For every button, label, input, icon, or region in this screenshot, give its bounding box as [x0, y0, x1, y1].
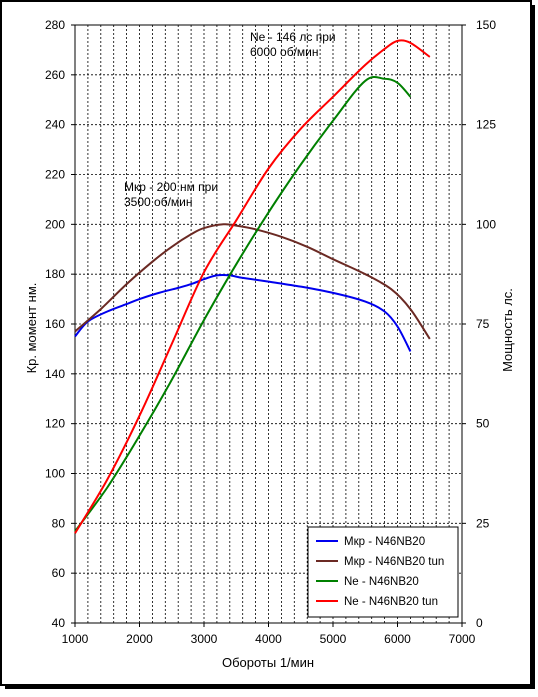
x-tick-label: 1000 — [62, 632, 89, 646]
y2-tick-label: 125 — [476, 118, 496, 132]
x-tick-label: 7000 — [449, 632, 476, 646]
legend-entry-torque-tun: Мкр - N46NB20 tun — [316, 556, 444, 568]
legend: Мкр - N46NB20 Мкр - N46NB20 tun Ne - N46NB… — [307, 526, 459, 618]
y2-tick-label: 100 — [476, 217, 496, 231]
y-tick-label: 80 — [52, 516, 66, 530]
series-line-torque — [74, 274, 412, 352]
x-tick-label: 5000 — [320, 632, 347, 646]
annotation-torque-line-1: Мкр - 200 нм при — [124, 180, 218, 194]
y-tick-label: 160 — [45, 317, 65, 331]
y-tick-label: 260 — [45, 68, 65, 82]
x-tick-label: 6000 — [384, 632, 411, 646]
annotation-power: Ne - 146 лс при 6000 об/мин — [250, 30, 336, 59]
legend-label: Ne - N46NB20 tun — [344, 596, 438, 608]
y-tick-label: 240 — [45, 118, 65, 132]
series-group — [74, 39, 431, 534]
legend-label: Ne - N46NB20 — [344, 576, 419, 588]
y-tick-label: 220 — [45, 168, 65, 182]
y-tick-label: 280 — [45, 18, 65, 32]
y2-tick-label: 75 — [476, 317, 490, 331]
x-tick-label: 2000 — [126, 632, 153, 646]
y2-tick-label: 150 — [476, 18, 496, 32]
y2-tick-label: 25 — [476, 516, 490, 530]
y2-tick-label: 0 — [476, 616, 483, 630]
y-tick-label: 40 — [52, 616, 66, 630]
legend-entry-power-tun: Ne - N46NB20 tun — [316, 596, 438, 608]
y-tick-label: 180 — [45, 267, 65, 281]
legend-label: Мкр - N46NB20 tun — [344, 556, 444, 568]
x-tick-label: 4000 — [255, 632, 282, 646]
annotation-power-line-1: Ne - 146 лс при — [250, 30, 336, 44]
y2-axis-title: Мощность лс. — [500, 288, 515, 372]
y-tick-label: 120 — [45, 417, 65, 431]
legend-entry-torque: Мкр - N46NB20 — [316, 536, 425, 548]
series-line-torque-tun — [74, 223, 431, 340]
y2-axis-ticks: 0 25 50 75 100 125 150 — [462, 18, 496, 630]
y-tick-label: 100 — [45, 467, 65, 481]
series-line-power — [74, 76, 412, 532]
annotation-power-line-2: 6000 об/мин — [250, 45, 319, 59]
legend-entry-power: Ne - N46NB20 — [316, 576, 419, 588]
x-axis-ticks: 1000 2000 3000 4000 5000 6000 7000 — [62, 623, 476, 646]
annotation-torque-line-2: 3500 об/мин — [124, 195, 193, 209]
x-axis-title: Обороты 1/мин — [222, 655, 314, 670]
y-tick-label: 140 — [45, 367, 65, 381]
y-tick-label: 60 — [52, 566, 66, 580]
y2-tick-label: 50 — [476, 417, 490, 431]
y-tick-label: 200 — [45, 217, 65, 231]
legend-label: Мкр - N46NB20 — [344, 536, 425, 548]
grid — [75, 25, 462, 623]
x-tick-label: 3000 — [191, 632, 218, 646]
y-axis-ticks: 40 60 80 100 120 140 160 180 200 220 240 260 280 — [45, 18, 75, 630]
series-line-power-tun — [74, 39, 431, 534]
annotation-torque: Мкр - 200 нм при 3500 об/мин — [124, 180, 218, 209]
y-axis-title: Кр. момент нм. — [24, 283, 39, 374]
